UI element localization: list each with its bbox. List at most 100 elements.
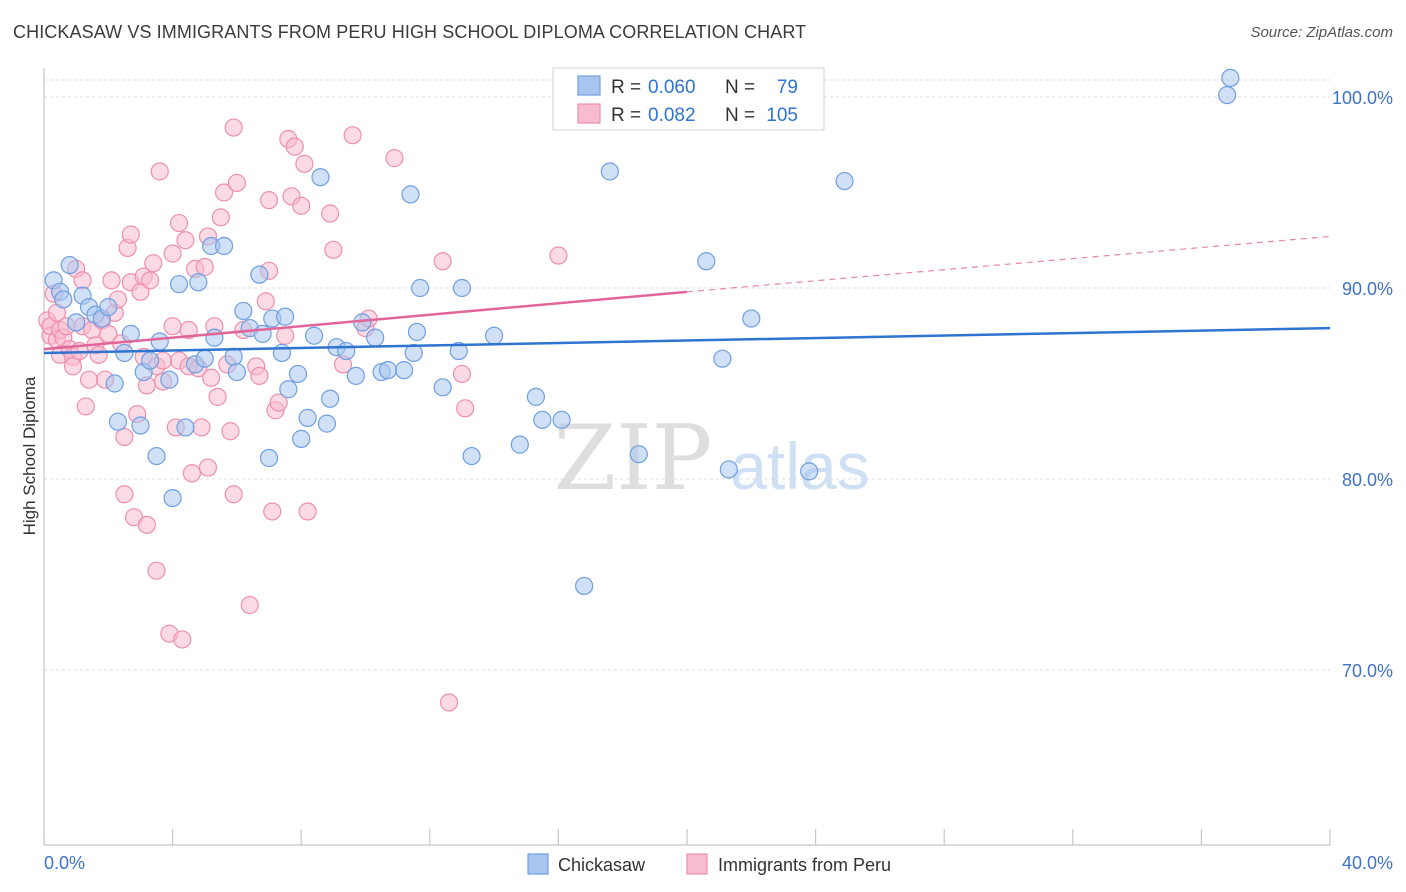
point-peru [208, 387, 227, 406]
point-peru [102, 271, 121, 290]
point-chickasaw [115, 343, 134, 363]
point-chickasaw [227, 362, 246, 382]
point-peru [259, 191, 279, 210]
y-tick-label: 90.0% [1342, 279, 1393, 299]
point-chickasaw [1218, 85, 1237, 105]
point-chickasaw [160, 370, 179, 389]
source-label: Source: ZipAtlas.com [1250, 24, 1393, 41]
legend-r-label-1: R = [611, 77, 641, 98]
point-peru [263, 502, 282, 521]
point-chickasaw [150, 332, 169, 351]
legend-bottom-peru: Immigrants from Peru [718, 855, 891, 875]
axes [43, 68, 1331, 846]
point-peru [198, 458, 218, 477]
point-peru [176, 231, 195, 250]
legend-r-value-peru: 0.082 [648, 105, 696, 126]
point-chickasaw [719, 460, 738, 479]
point-chickasaw [411, 278, 430, 298]
point-peru [121, 225, 140, 244]
point-chickasaw [195, 349, 214, 368]
point-peru [321, 204, 340, 223]
point-chickasaw [713, 349, 732, 368]
legend-r-label-2: R = [611, 105, 641, 126]
y-tick-label: 80.0% [1342, 470, 1393, 490]
point-peru [115, 427, 134, 447]
point-chickasaw [452, 278, 472, 298]
point-peru [452, 364, 472, 384]
point-chickasaw [108, 412, 128, 431]
point-peru [202, 368, 221, 387]
point-chickasaw [234, 301, 253, 321]
point-peru [549, 246, 568, 265]
legend-n-label-1: N = [725, 77, 755, 98]
point-chickasaw [462, 446, 481, 466]
point-chickasaw [298, 408, 317, 427]
point-peru [224, 485, 243, 504]
point-chickasaw [510, 435, 529, 454]
point-chickasaw [378, 361, 398, 380]
point-chickasaw [105, 374, 124, 393]
point-chickasaw [401, 185, 420, 204]
trendline-chickasaw [43, 326, 1331, 355]
point-chickasaw [552, 410, 571, 429]
point-chickasaw [131, 416, 150, 435]
point-chickasaw [835, 171, 854, 191]
point-peru [137, 515, 156, 534]
point-peru [295, 154, 314, 173]
legend-n-value-chickasaw: 79 [777, 77, 798, 98]
trendline-peru-extension [686, 235, 1331, 293]
point-peru [256, 292, 275, 311]
point-chickasaw [337, 341, 356, 361]
point-peru [147, 561, 166, 580]
legend-bottom-swatch-chickasaw [527, 853, 549, 875]
point-chickasaw [60, 255, 79, 275]
watermark: ZIP atlas [554, 406, 870, 511]
point-peru [227, 173, 246, 193]
point-chickasaw [600, 162, 619, 181]
point-chickasaw [250, 265, 269, 284]
legend-swatch-chickasaw [577, 75, 601, 96]
point-peru [89, 345, 108, 364]
point-peru [79, 370, 99, 389]
point-chickasaw [697, 252, 716, 271]
point-chickasaw [1221, 68, 1240, 88]
point-chickasaw [189, 273, 208, 292]
legend-n-label-2: N = [725, 105, 755, 126]
point-chickasaw [288, 364, 308, 384]
point-chickasaw [366, 328, 385, 347]
point-peru [433, 252, 452, 271]
point-chickasaw [526, 387, 545, 406]
trendline-peru [43, 290, 688, 351]
point-peru [211, 208, 230, 227]
point-chickasaw [140, 351, 160, 370]
point-peru [144, 254, 163, 273]
point-peru [298, 502, 317, 521]
point-chickasaw [147, 446, 166, 466]
point-peru [456, 399, 475, 418]
point-chickasaw [205, 328, 224, 347]
point-peru [179, 320, 198, 340]
point-chickasaw [311, 168, 330, 187]
point-peru [195, 257, 214, 277]
point-chickasaw [404, 343, 423, 363]
point-peru [276, 326, 295, 345]
y-tick-label: 100.0% [1332, 88, 1393, 108]
point-peru [163, 317, 182, 336]
point-peru [182, 464, 201, 483]
legend-stats: R = 0.060 N = 79 R = 0.082 N = 105 [552, 67, 825, 131]
point-chickasaw [163, 489, 182, 508]
point-chickasaw [485, 326, 504, 345]
point-peru [224, 118, 243, 137]
x-tick-label-max: 40.0% [1342, 853, 1393, 873]
point-chickasaw [224, 347, 243, 366]
point-chickasaw [629, 445, 648, 464]
point-peru [285, 137, 304, 156]
point-peru [269, 393, 288, 412]
point-chickasaw [800, 462, 819, 481]
point-peru [115, 485, 134, 504]
watermark-atlas: atlas [730, 429, 869, 503]
point-chickasaw [407, 322, 427, 342]
series-chickasaw [44, 68, 1240, 596]
point-peru [76, 397, 95, 416]
